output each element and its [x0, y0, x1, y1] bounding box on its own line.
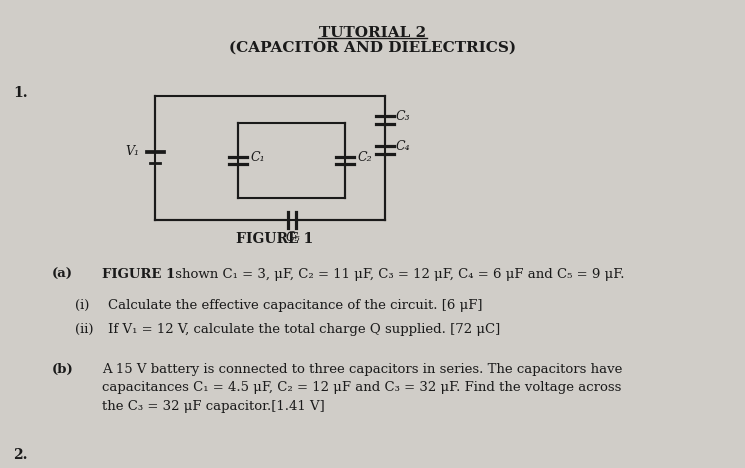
Text: C₁: C₁ [251, 151, 266, 164]
Text: V₁: V₁ [125, 146, 139, 159]
Text: FIGURE 1: FIGURE 1 [236, 232, 314, 246]
Text: Calculate the effective capacitance of the circuit. [6 μF]: Calculate the effective capacitance of t… [108, 299, 483, 312]
Text: shown C₁ = 3, μF, C₂ = 11 μF, C₃ = 12 μF, C₄ = 6 μF and C₅ = 9 μF.: shown C₁ = 3, μF, C₂ = 11 μF, C₃ = 12 μF… [171, 268, 624, 281]
Text: 2.: 2. [13, 448, 28, 462]
Text: A 15 V battery is connected to three capacitors in series. The capacitors have
c: A 15 V battery is connected to three cap… [102, 363, 622, 413]
Text: C₃: C₃ [396, 110, 410, 124]
Text: TUTORIAL 2: TUTORIAL 2 [319, 26, 426, 40]
Text: 1.: 1. [13, 86, 28, 100]
Text: (b): (b) [52, 363, 74, 376]
Text: (CAPACITOR AND DIELECTRICS): (CAPACITOR AND DIELECTRICS) [229, 41, 516, 55]
Text: (ii): (ii) [75, 323, 94, 336]
Text: (i): (i) [75, 299, 89, 312]
Text: FIGURE 1: FIGURE 1 [102, 268, 175, 281]
Text: If V₁ = 12 V, calculate the total charge Q supplied. [72 μC]: If V₁ = 12 V, calculate the total charge… [108, 323, 500, 336]
Text: C₅: C₅ [285, 231, 299, 244]
Text: C₄: C₄ [396, 140, 410, 154]
Text: (a): (a) [52, 268, 73, 281]
Text: C₂: C₂ [358, 151, 372, 164]
